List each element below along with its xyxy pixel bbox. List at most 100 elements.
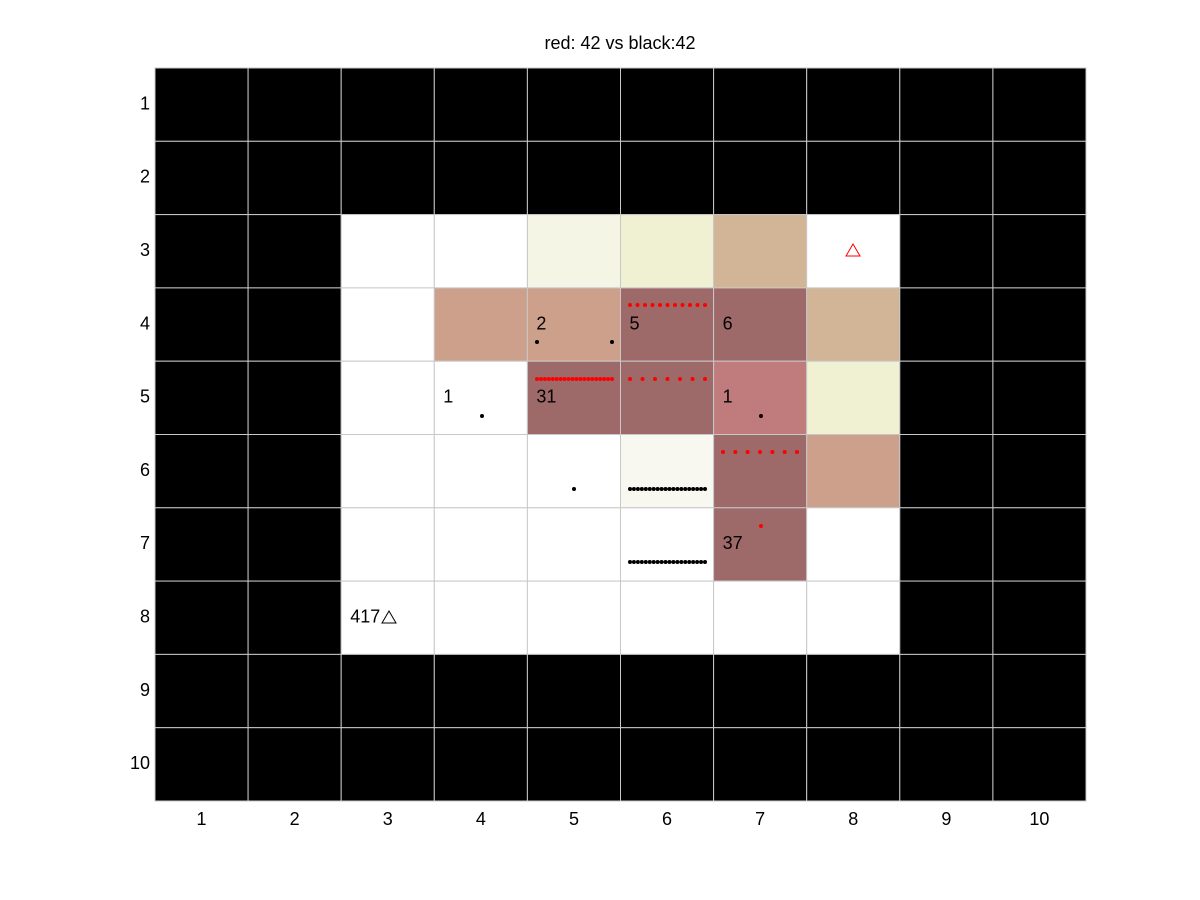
cell: [806, 67, 901, 142]
piece-dot: [699, 487, 704, 491]
cell: [433, 67, 528, 142]
piece-dot: [695, 303, 700, 307]
piece-dot: [628, 303, 632, 307]
piece-dot: [679, 487, 684, 491]
piece-dot: [643, 560, 648, 564]
cell: [992, 727, 1087, 802]
piece-dot: [572, 487, 576, 491]
piece-dot: [550, 377, 555, 381]
piece-dot: [651, 560, 656, 564]
piece-dot: [665, 377, 670, 381]
cell: [340, 287, 435, 362]
cell: [713, 140, 808, 216]
piece-dot: [683, 560, 688, 564]
cell: [620, 653, 715, 729]
piece-dot: [699, 560, 704, 564]
cell: [433, 580, 528, 655]
cell: [154, 653, 249, 729]
x-label: 3: [383, 809, 393, 829]
cell-label: 2: [536, 313, 546, 333]
cell: [433, 214, 528, 289]
x-label: 10: [1029, 809, 1049, 829]
piece-dot: [655, 487, 660, 491]
cell: [899, 580, 994, 655]
piece-dot: [770, 450, 775, 454]
cell: [154, 360, 249, 436]
cell: [433, 507, 528, 582]
cell: [247, 67, 342, 142]
piece-dot: [659, 560, 664, 564]
cell: [154, 214, 249, 289]
piece-dot: [663, 487, 668, 491]
cell: [620, 67, 715, 142]
cell: [899, 507, 994, 582]
piece-dot: [703, 377, 707, 381]
piece-dot: [558, 377, 563, 381]
piece-dot: [647, 560, 652, 564]
piece-dot: [639, 487, 644, 491]
cell: [899, 214, 994, 289]
piece-dot: [679, 560, 684, 564]
piece-dot: [782, 450, 787, 454]
piece-dot: [598, 377, 603, 381]
cell: [713, 287, 808, 362]
cell: [992, 140, 1087, 216]
piece-dot: [542, 377, 547, 381]
cell: [992, 287, 1087, 362]
cell: [433, 727, 528, 802]
piece-dot: [655, 560, 660, 564]
cell: [247, 360, 342, 436]
piece-dot: [480, 414, 484, 418]
cell: [899, 67, 994, 142]
cell-label: 1: [443, 387, 453, 407]
piece-dot: [758, 450, 762, 454]
cell: [526, 580, 622, 655]
cell: [806, 580, 901, 655]
piece-dot: [647, 487, 652, 491]
cell: [340, 214, 435, 289]
piece-dot: [667, 560, 672, 564]
cell: [247, 214, 342, 289]
y-label: 4: [140, 313, 150, 333]
piece-dot: [759, 414, 763, 418]
cell: [899, 360, 994, 436]
cell: [713, 580, 808, 655]
cell: [433, 653, 528, 729]
cell: [899, 727, 994, 802]
cell: [154, 507, 249, 582]
cell: [526, 214, 622, 289]
piece-dot: [643, 303, 647, 307]
cell: [340, 580, 435, 655]
piece-dot: [688, 303, 692, 307]
piece-dot: [574, 377, 579, 381]
piece-dot: [546, 377, 551, 381]
cell: [340, 727, 435, 802]
cell: [713, 67, 808, 142]
cell: [526, 653, 622, 729]
piece-dot: [691, 487, 696, 491]
cell-label: 417: [350, 607, 380, 627]
cell: [806, 360, 901, 436]
cell: [340, 653, 435, 729]
cell: [806, 727, 901, 802]
cell: [247, 727, 342, 802]
piece-dot: [795, 450, 799, 454]
piece-dot: [745, 450, 750, 454]
piece-dot: [554, 377, 559, 381]
cell: [526, 67, 622, 142]
cell-label: 1: [723, 387, 733, 407]
piece-dot: [680, 303, 685, 307]
title: red: 42 vs black:42: [544, 33, 695, 53]
cell: [247, 653, 342, 729]
cell: [526, 727, 622, 802]
piece-dot: [610, 340, 614, 344]
y-label: 6: [140, 460, 150, 480]
cell: [620, 727, 715, 802]
cell: [992, 507, 1087, 582]
cell: [620, 287, 715, 362]
piece-dot: [663, 560, 668, 564]
cell: [340, 434, 435, 509]
y-label: 1: [140, 93, 150, 113]
piece-dot: [606, 377, 611, 381]
